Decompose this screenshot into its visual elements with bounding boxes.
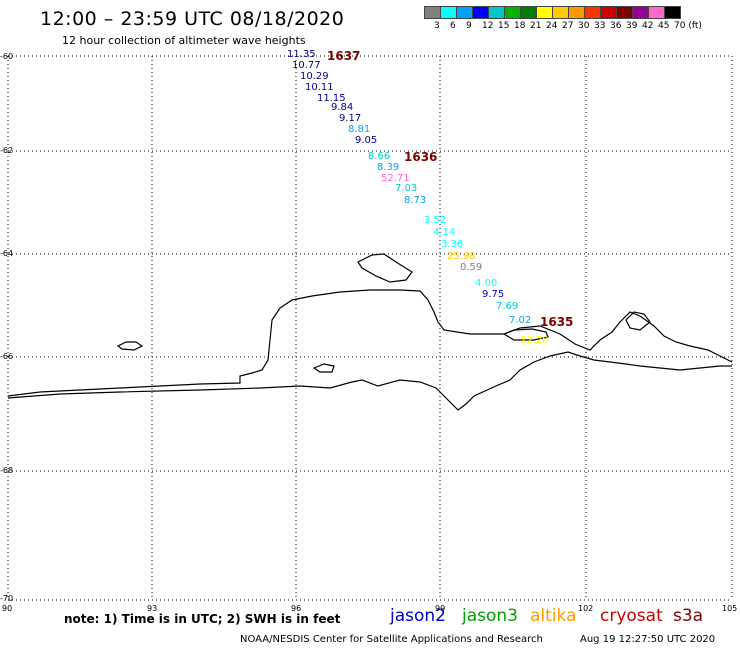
color-scale-labels: 3 6 9 12 15 18 21 24 27 30 33 36 39 42 45 70 (ft) [424, 21, 740, 33]
page-subtitle: 12 hour collection of altimeter wave hei… [62, 34, 306, 47]
wave-height-value: 8.39 [377, 162, 400, 173]
wave-height-value: 25.98 [447, 251, 476, 262]
color-scale-label: 9 [466, 21, 472, 31]
lat-label: -64 [0, 249, 14, 258]
lon-label: 105 [722, 604, 738, 613]
lat-label: -68 [0, 466, 14, 475]
wave-height-value: 4.14 [433, 227, 456, 238]
wave-height-value: 10.11 [305, 82, 334, 93]
wave-height-value: 11.15 [317, 93, 346, 104]
color-scale-label: 39 [626, 21, 638, 31]
wave-height-value: 4.00 [475, 278, 498, 289]
wave-height-value: 11.35 [287, 49, 316, 60]
coastline [7, 253, 733, 411]
color-scale-label: 45 [658, 21, 670, 31]
legend-jason2: jason2 [390, 606, 446, 626]
lon-label: 102 [578, 604, 594, 613]
color-scale-label: 27 [562, 21, 574, 31]
color-scale-label: 36 [610, 21, 622, 31]
color-scale-label: 15 [498, 21, 510, 31]
color-scale-label: 24 [546, 21, 558, 31]
color-scale-label: 6 [450, 21, 456, 31]
color-scale-label: 3 [434, 21, 440, 31]
island-small-west [116, 341, 144, 351]
track-label: 1636 [404, 150, 438, 164]
wave-height-value: 7.02 [509, 315, 532, 326]
page-title: 12:00 – 23:59 UTC 08/18/2020 [40, 8, 345, 30]
footer-credit: NOAA/NESDIS Center for Satellite Applica… [240, 634, 543, 645]
wave-height-value: 0.59 [460, 262, 483, 273]
coastline-south [7, 351, 732, 411]
wave-height-value: 9.17 [339, 113, 362, 124]
wave-height-value: 3.36 [441, 239, 464, 250]
coastline-main [7, 289, 733, 397]
lon-label: 99 [435, 604, 446, 613]
wave-height-value: 10.29 [300, 71, 329, 82]
wave-height-value: 8.81 [348, 124, 371, 135]
wave-height-value: 9.05 [355, 135, 378, 146]
lat-label: -62 [0, 146, 14, 155]
island-mid [312, 363, 335, 373]
wave-height-value: 8.66 [368, 151, 391, 162]
island-east [625, 311, 651, 331]
lat-label: -70 [0, 594, 14, 603]
color-scale-label: 12 [482, 21, 494, 31]
island-lake [502, 328, 549, 341]
wave-height-value: 9.75 [482, 289, 505, 300]
wave-height-value: 9.84 [331, 102, 354, 113]
footer-timestamp: Aug 19 12:27:50 UTC 2020 [580, 634, 716, 645]
color-swatch [664, 6, 681, 19]
wave-height-value: 52.71 [381, 173, 410, 184]
legend-altika: altika [530, 606, 577, 626]
color-scale-label: 70 (ft) [674, 21, 702, 31]
graticule [7, 55, 733, 601]
color-scale [424, 6, 681, 19]
wave-height-value: 8.73 [404, 195, 427, 206]
lon-label: 90 [2, 604, 13, 613]
legend-jason3: jason3 [462, 606, 518, 626]
wave-height-value: 3.52 [424, 215, 447, 226]
track-label: 1637 [327, 49, 361, 63]
track-label: 1635 [540, 315, 574, 329]
lat-label: -66 [0, 352, 14, 361]
lon-label: 93 [147, 604, 158, 613]
color-scale-label: 42 [642, 21, 654, 31]
legend-s3a: s3a [673, 606, 704, 626]
wave-height-value: 22.20 [520, 335, 549, 346]
color-scale-label: 21 [530, 21, 542, 31]
wave-height-value: 10.77 [292, 60, 321, 71]
lon-label: 96 [291, 604, 302, 613]
color-scale-label: 30 [578, 21, 590, 31]
color-scale-label: 18 [514, 21, 526, 31]
island-north [357, 253, 413, 283]
footer-note: note: 1) Time is in UTC; 2) SWH is in fe… [64, 612, 341, 626]
wave-height-value: 7.03 [395, 183, 418, 194]
color-scale-label: 33 [594, 21, 606, 31]
legend-cryosat: cryosat [600, 606, 663, 626]
lat-label: -60 [0, 52, 14, 61]
wave-height-value: 7.69 [496, 301, 519, 312]
